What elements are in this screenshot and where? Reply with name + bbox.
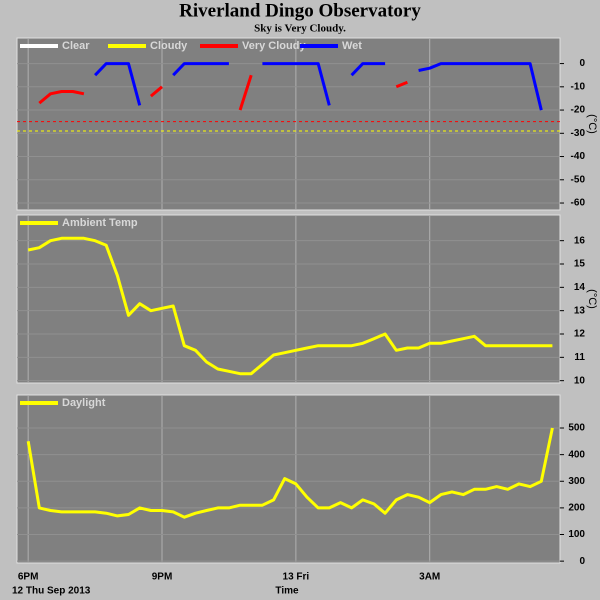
x-tick-label: 3AM [419,572,440,583]
series-line [27,236,553,376]
plot-area [16,214,561,384]
legend-label: Very Cloudy [242,40,306,52]
legend-label: Clear [62,40,90,52]
y-tick-label: 400 [568,449,585,460]
legend-label: Ambient Temp [62,217,138,229]
chart-title: Riverland Dingo Observatory [179,0,421,21]
y-tick-label: 13 [574,305,586,316]
series-line [26,427,554,519]
y-tick-label: 500 [568,423,585,434]
y-axis-label: (°C) [586,114,598,134]
x-tick-label: 6PM [18,572,39,583]
y-tick-label: 12 [574,329,586,340]
y-tick-label: -50 [571,174,586,185]
y-tick-label: -40 [571,151,586,162]
x-tick-label: 13 Fri [283,572,310,583]
y-tick-label: 200 [568,503,585,514]
plot-area [16,37,561,211]
y-tick-label: 100 [568,529,585,540]
y-tick-label: 15 [574,259,586,270]
chart-subtitle: Sky is Very Cloudy. [254,23,346,35]
legend-label: Wet [342,40,362,52]
y-tick-label: 16 [574,235,586,246]
series-line [94,62,543,111]
x-date-label: 12 Thu Sep 2013 [12,586,91,597]
legend-label: Cloudy [150,40,188,52]
x-axis-label: Time [275,586,299,597]
y-tick-label: -10 [571,81,586,92]
y-tick-label: 11 [574,352,585,363]
y-tick-label: 14 [574,282,586,293]
y-tick-label: 0 [579,556,585,567]
y-tick-label: 300 [568,476,585,487]
y-tick-label: -30 [571,128,586,139]
y-tick-label: 10 [574,375,586,386]
y-tick-label: -60 [571,198,586,209]
y-tick-label: -20 [571,105,586,116]
y-axis-label: (°C) [586,289,598,309]
y-tick-label: 0 [579,58,585,69]
x-tick-label: 9PM [152,572,173,583]
legend-label: Daylight [62,397,106,409]
